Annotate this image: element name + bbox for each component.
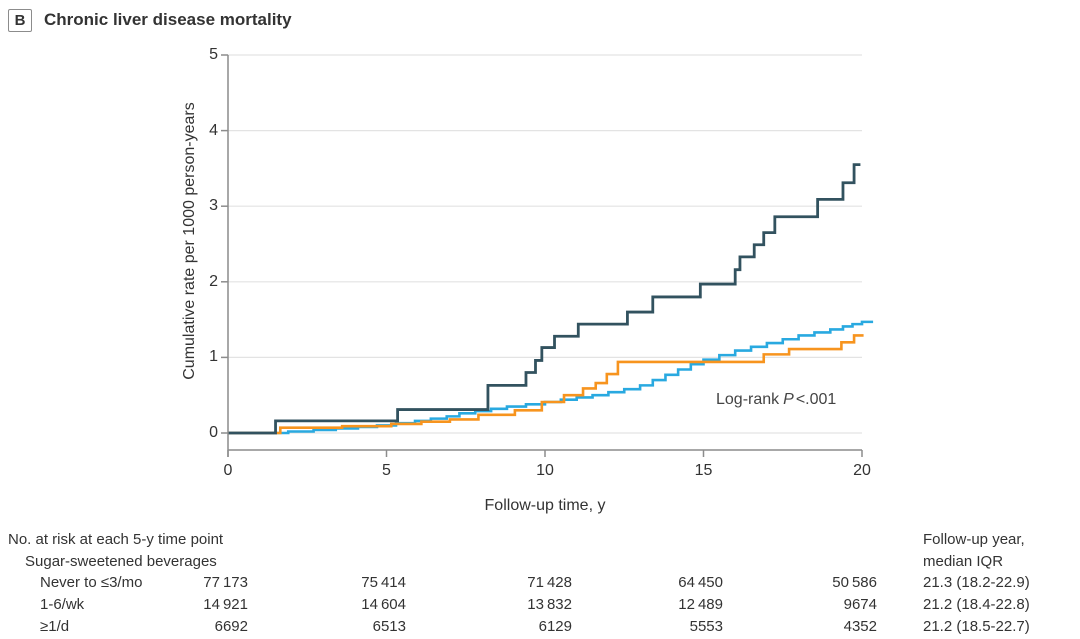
x-tick-label: 20 bbox=[853, 462, 871, 479]
log-rank-p: P bbox=[783, 391, 794, 408]
light-blue-curve bbox=[228, 320, 874, 435]
risk-table-rows: Never to ≤3/mo 77 173 75 414 71 428 64 450 50… bbox=[0, 572, 1080, 637]
risk-count: 12 489 bbox=[678, 596, 723, 614]
spacer bbox=[877, 616, 923, 638]
x-axis-title: Follow-up time, y bbox=[484, 497, 606, 514]
risk-count: 71 428 bbox=[527, 574, 572, 592]
risk-count: 6692 bbox=[214, 617, 248, 635]
risk-count: 75 414 bbox=[361, 574, 406, 592]
panel-letter-badge: B bbox=[8, 9, 32, 32]
log-rank-prefix: Log-rank bbox=[716, 391, 780, 408]
risk-table-header-row-2: Sugar-sweetened beverages median IQR bbox=[0, 551, 1080, 573]
x-tick-label: 10 bbox=[536, 462, 554, 479]
risk-table-group-label: Sugar-sweetened beverages bbox=[25, 552, 217, 570]
spacer bbox=[877, 594, 923, 616]
risk-table-row: ≥1/d 6692 6513 6129 5553 4352 21.2 (18.5-22.7) bbox=[0, 616, 1080, 638]
risk-count: 9674 bbox=[843, 596, 877, 614]
y-tick-label: 5 bbox=[209, 46, 218, 63]
x-tick-label: 5 bbox=[382, 462, 391, 479]
risk-count: 14 921 bbox=[203, 596, 248, 614]
risk-row-label: Never to ≤3/mo bbox=[40, 574, 143, 592]
y-tick-label: 3 bbox=[209, 197, 218, 215]
followup-median-iqr: 21.2 (18.4-22.8) bbox=[923, 596, 1030, 614]
navy-curve bbox=[228, 163, 861, 435]
log-rank-annotation: Log-rank P <.001 bbox=[716, 391, 836, 409]
km-chart bbox=[221, 54, 874, 457]
followup-median-iqr: 21.3 (18.2-22.9) bbox=[923, 574, 1030, 592]
risk-count: 50 586 bbox=[832, 574, 877, 592]
risk-count: 5553 bbox=[689, 617, 723, 635]
risk-table: No. at risk at each 5-y time point Follo… bbox=[0, 529, 1080, 638]
y-tick-label: 0 bbox=[209, 424, 218, 441]
risk-table-row: Never to ≤3/mo 77 173 75 414 71 428 64 450 50… bbox=[0, 572, 1080, 594]
risk-count: 4352 bbox=[843, 617, 877, 635]
risk-count: 6513 bbox=[372, 617, 406, 635]
risk-count: 13 832 bbox=[527, 596, 572, 614]
risk-count: 77 173 bbox=[203, 574, 248, 592]
risk-count: 6129 bbox=[538, 617, 572, 635]
risk-table-title: No. at risk at each 5-y time point bbox=[8, 531, 224, 548]
y-tick-label: 4 bbox=[209, 121, 218, 139]
risk-table-row: 1-6/wk 14 921 14 604 13 832 12 489 9674 21.2 (… bbox=[0, 594, 1080, 616]
risk-table-header-row-1: No. at risk at each 5-y time point Follo… bbox=[0, 529, 1080, 551]
panel-title: Chronic liver disease mortality bbox=[44, 10, 292, 29]
orange-curve bbox=[228, 334, 864, 435]
followup-header-line2: median IQR bbox=[923, 552, 1004, 570]
log-rank-value: <.001 bbox=[795, 391, 837, 408]
risk-row-label: 1-6/wk bbox=[40, 596, 85, 614]
y-tick-label: 2 bbox=[209, 272, 218, 290]
x-tick-label: 15 bbox=[694, 462, 713, 479]
y-tick-label: 1 bbox=[209, 348, 218, 366]
risk-count: 14 604 bbox=[361, 596, 406, 614]
risk-row-label: ≥1/d bbox=[40, 617, 70, 635]
followup-median-iqr: 21.2 (18.5-22.7) bbox=[923, 617, 1030, 635]
risk-count: 64 450 bbox=[678, 574, 723, 592]
x-tick-label: 0 bbox=[223, 462, 233, 479]
spacer bbox=[877, 572, 923, 594]
followup-header-line1: Follow-up year, bbox=[923, 531, 1025, 548]
